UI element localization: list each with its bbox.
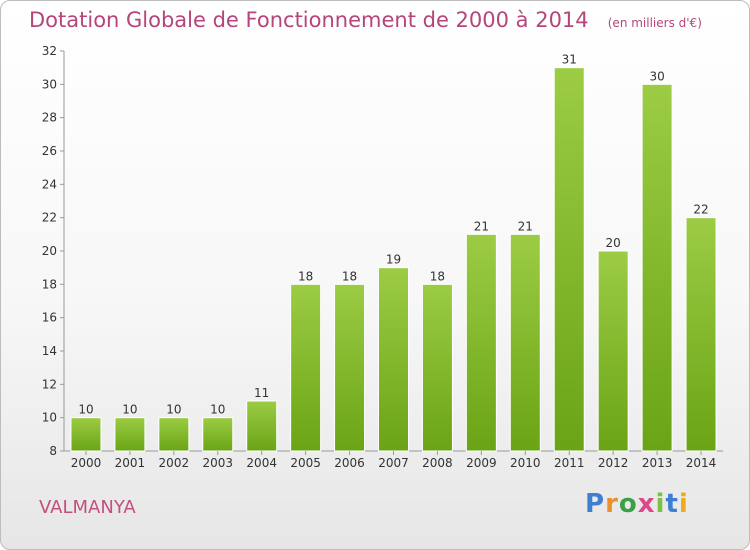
y-tick-label: 14 [42,344,57,358]
chart-title: Dotation Globale de Fonctionnement de 20… [29,8,589,32]
x-tick-label-2013: 2013 [642,456,673,470]
data-label-2010: 21 [518,219,533,233]
x-tick-label-2012: 2012 [598,456,629,470]
bar-2003 [202,417,234,452]
data-label-2009: 21 [474,219,489,233]
data-label-2002: 10 [166,403,181,417]
bar-2014 [685,217,717,452]
data-label-2003: 10 [210,403,225,417]
data-label-2004: 11 [254,386,269,400]
y-tick-label: 18 [42,277,57,291]
x-tick-label-2010: 2010 [510,456,541,470]
proxiti-logo: Proxiti [585,489,689,519]
x-tick-label-2004: 2004 [246,456,277,470]
x-tick-label-2003: 2003 [202,456,233,470]
chart-subtitle: (en milliers d'€) [607,16,702,30]
bar-2011 [553,67,585,452]
y-tick-label: 16 [42,311,57,325]
y-tick-label: 20 [42,244,57,258]
x-tick-label-2002: 2002 [159,456,190,470]
x-tick-label-2011: 2011 [554,456,585,470]
bar-2001 [114,417,146,452]
bar-2012 [597,250,629,452]
y-tick-label: 30 [42,77,57,91]
y-tick-label: 12 [42,377,57,391]
title-line: Dotation Globale de Fonctionnement de 20… [29,8,702,32]
x-tick-label-2001: 2001 [115,456,146,470]
y-tick-label: 24 [42,177,57,191]
y-tick-label: 8 [49,444,57,458]
data-label-2013: 30 [649,69,664,83]
x-tick-label-2009: 2009 [466,456,497,470]
y-tick-label: 10 [42,411,57,425]
bar-2009 [465,233,497,452]
x-tick-label-2005: 2005 [290,456,321,470]
data-label-2012: 20 [606,236,621,250]
data-label-2014: 22 [693,203,708,217]
bar-2002 [158,417,190,452]
bar-2010 [509,233,541,452]
commune-name: VALMANYA [39,497,136,518]
bar-2013 [641,83,673,452]
x-tick-label-2007: 2007 [378,456,409,470]
x-tick-label-2000: 2000 [71,456,102,470]
bar-2005 [290,283,322,452]
data-label-2000: 10 [78,403,93,417]
bar-2006 [334,283,366,452]
y-tick-label: 32 [42,44,57,58]
y-tick-label: 28 [42,111,57,125]
data-label-2008: 18 [430,269,445,283]
x-tick-label-2008: 2008 [422,456,453,470]
bar-2004 [246,400,278,452]
bar-2008 [421,283,453,452]
data-label-2007: 19 [386,253,401,267]
data-label-2001: 10 [122,403,137,417]
y-tick-label: 26 [42,144,57,158]
data-label-2005: 18 [298,269,313,283]
bar-2000 [70,417,102,452]
data-label-2011: 31 [562,53,577,67]
data-label-2006: 18 [342,269,357,283]
bar-2007 [378,267,409,452]
y-tick-label: 22 [42,211,57,225]
x-tick-label-2006: 2006 [334,456,365,470]
x-tick-label-2014: 2014 [686,456,717,470]
